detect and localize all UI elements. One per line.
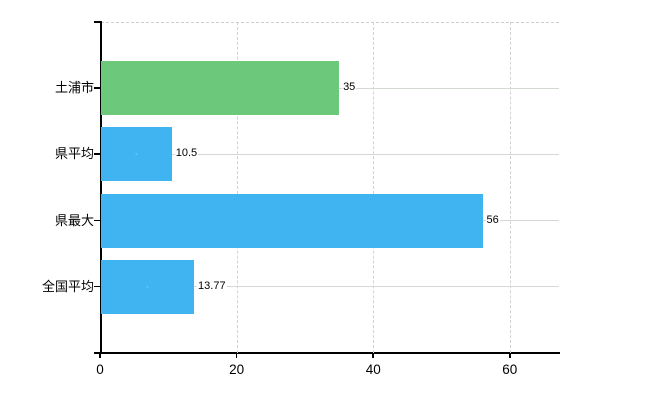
x-axis-tick-0 bbox=[99, 353, 101, 358]
gridline-vertical-20 bbox=[236, 22, 238, 353]
bar-4 bbox=[101, 259, 195, 314]
value-label-2: 10.5 bbox=[174, 147, 199, 161]
bar-2 bbox=[101, 127, 172, 182]
value-label-1: 35 bbox=[342, 81, 357, 95]
y-axis-end-tick-2 bbox=[94, 352, 100, 354]
x-tick-label-40: 40 bbox=[365, 362, 381, 377]
gridline-horizontal-2 bbox=[101, 153, 559, 155]
plot-top-border bbox=[101, 22, 559, 23]
y-axis-tick-2 bbox=[94, 153, 100, 155]
category-label-2: 県平均 bbox=[54, 146, 94, 162]
gridline-vertical-60 bbox=[509, 22, 511, 353]
y-axis-tick-1 bbox=[94, 87, 100, 89]
x-tick-label-0: 0 bbox=[96, 362, 104, 377]
category-label-3: 県最大 bbox=[54, 212, 94, 228]
y-axis-end-tick-1 bbox=[94, 21, 100, 23]
x-axis-tick-60 bbox=[509, 353, 511, 358]
value-label-4: 13.77 bbox=[197, 279, 227, 293]
category-label-1: 土浦市 bbox=[54, 80, 94, 96]
x-axis-tick-20 bbox=[235, 353, 238, 358]
value-label-3: 56 bbox=[485, 213, 500, 227]
gridline-vertical-40 bbox=[373, 22, 375, 353]
category-label-4: 全国平均 bbox=[41, 278, 94, 294]
x-tick-label-20: 20 bbox=[229, 362, 245, 377]
x-tick-label-60: 60 bbox=[502, 362, 518, 377]
y-axis-line bbox=[99, 21, 102, 354]
gridline-horizontal-4 bbox=[101, 286, 559, 288]
x-axis-tick-40 bbox=[372, 353, 374, 358]
y-axis-tick-4 bbox=[94, 285, 100, 288]
y-axis-tick-3 bbox=[94, 219, 100, 222]
bar-1 bbox=[101, 61, 340, 116]
bar-3 bbox=[101, 193, 483, 248]
x-axis-line bbox=[94, 352, 560, 354]
